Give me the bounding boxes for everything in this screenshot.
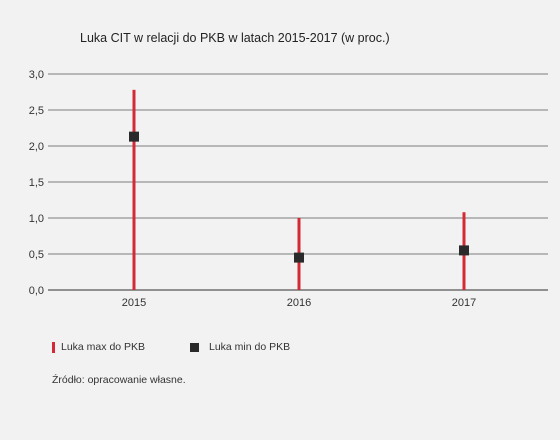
y-tick-label: 0,5 xyxy=(29,249,44,261)
y-tick-label: 0,0 xyxy=(29,285,44,297)
legend-swatch-max xyxy=(52,341,55,353)
y-tick-label: 2,0 xyxy=(29,141,44,153)
legend-item-max: Luka max do PKB xyxy=(52,341,145,353)
y-tick-label: 1,0 xyxy=(29,213,44,225)
max-bar xyxy=(132,89,136,290)
y-tick-label: 2,5 xyxy=(29,105,44,117)
x-tick-label: 2017 xyxy=(452,297,476,309)
legend-swatch-min xyxy=(190,342,199,352)
chart-title: Luka CIT w relacji do PKB w latach 2015-… xyxy=(80,31,390,45)
legend-label-max: Luka max do PKB xyxy=(61,341,146,353)
x-tick-label: 2016 xyxy=(287,297,311,309)
y-tick-label: 1,5 xyxy=(29,177,44,189)
y-tick-label: 3,0 xyxy=(29,69,44,81)
min-marker xyxy=(459,245,469,256)
x-tick-label: 2015 xyxy=(122,297,146,309)
min-marker xyxy=(294,252,304,263)
legend-item-min: Luka min do PKB xyxy=(190,341,290,353)
min-marker xyxy=(129,131,139,142)
legend-label-min: Luka min do PKB xyxy=(209,341,291,353)
source-note: Źródło: opracowanie własne. xyxy=(52,374,186,386)
